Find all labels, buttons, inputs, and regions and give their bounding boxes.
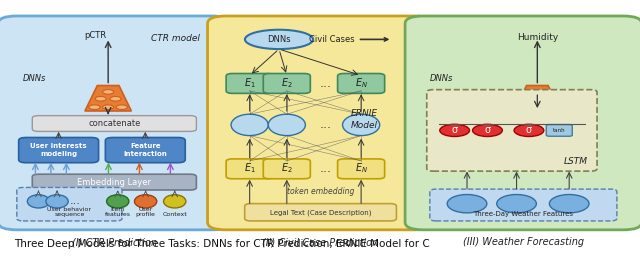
Text: Item
features: Item features: [105, 207, 131, 217]
Ellipse shape: [342, 114, 380, 136]
FancyBboxPatch shape: [207, 16, 433, 230]
FancyBboxPatch shape: [32, 174, 196, 190]
Text: ...: ...: [70, 196, 81, 206]
FancyBboxPatch shape: [226, 159, 273, 179]
Text: Legal Text (Case Description): Legal Text (Case Description): [270, 209, 371, 216]
FancyBboxPatch shape: [405, 16, 640, 230]
FancyBboxPatch shape: [244, 204, 396, 221]
FancyBboxPatch shape: [263, 159, 310, 179]
FancyBboxPatch shape: [263, 73, 310, 93]
FancyBboxPatch shape: [0, 16, 230, 230]
Ellipse shape: [134, 195, 157, 208]
Ellipse shape: [549, 195, 589, 213]
Text: ERNIE
Model: ERNIE Model: [351, 109, 378, 130]
Text: $E_2$: $E_2$: [281, 162, 292, 175]
FancyBboxPatch shape: [32, 116, 196, 131]
Text: $E_N$: $E_N$: [355, 162, 367, 175]
Ellipse shape: [231, 114, 268, 136]
Text: DNNs: DNNs: [267, 35, 291, 44]
Ellipse shape: [268, 114, 305, 136]
Text: tanh: tanh: [553, 128, 566, 133]
Circle shape: [518, 105, 529, 110]
Text: (I) CTR Prediction: (I) CTR Prediction: [72, 238, 157, 248]
FancyBboxPatch shape: [430, 189, 617, 221]
FancyBboxPatch shape: [17, 187, 122, 221]
Text: Humidity: Humidity: [516, 33, 558, 41]
Text: (III) Weather Forecasting: (III) Weather Forecasting: [463, 238, 584, 248]
Circle shape: [102, 105, 114, 110]
Text: Feature
interaction: Feature interaction: [124, 143, 167, 157]
Text: concatenate: concatenate: [88, 119, 141, 128]
Ellipse shape: [447, 195, 487, 213]
Text: Context: Context: [163, 212, 187, 217]
Text: User interests
modeling: User interests modeling: [30, 143, 87, 157]
Circle shape: [472, 124, 502, 136]
Text: Three Deep Models for Three Tasks: DNNs for CTR Prediction, ERNIE Model for C: Three Deep Models for Three Tasks: DNNs …: [13, 239, 429, 249]
Ellipse shape: [46, 195, 68, 208]
Polygon shape: [514, 86, 561, 111]
Text: σ: σ: [526, 125, 532, 135]
Ellipse shape: [497, 195, 536, 213]
Text: DNNs: DNNs: [430, 74, 453, 83]
Ellipse shape: [164, 195, 186, 208]
Text: Embedding Layer: Embedding Layer: [77, 178, 151, 187]
Text: $E_2$: $E_2$: [281, 76, 292, 90]
Circle shape: [95, 97, 106, 101]
Ellipse shape: [107, 195, 129, 208]
FancyBboxPatch shape: [547, 124, 572, 136]
Circle shape: [532, 90, 543, 94]
FancyBboxPatch shape: [19, 137, 99, 163]
Circle shape: [539, 97, 550, 101]
Text: LSTM: LSTM: [564, 157, 588, 166]
Text: pCTR: pCTR: [84, 31, 107, 40]
FancyBboxPatch shape: [106, 137, 185, 163]
Text: $E_N$: $E_N$: [355, 76, 367, 90]
Text: (II) Civil Case Prediction: (II) Civil Case Prediction: [262, 238, 379, 248]
Text: CTR model: CTR model: [150, 34, 200, 43]
Circle shape: [116, 105, 127, 110]
FancyBboxPatch shape: [427, 90, 597, 171]
Circle shape: [102, 90, 114, 94]
Text: token embedding: token embedding: [287, 187, 355, 196]
Circle shape: [440, 124, 470, 136]
Text: ...: ...: [319, 77, 332, 90]
FancyBboxPatch shape: [226, 73, 273, 93]
Text: Civil Cases: Civil Cases: [309, 35, 388, 44]
Circle shape: [110, 97, 121, 101]
Circle shape: [514, 124, 544, 136]
Circle shape: [532, 105, 543, 110]
Text: $E_1$: $E_1$: [244, 76, 255, 90]
Text: Three-Day Weather Features: Three-Day Weather Features: [474, 211, 573, 217]
Circle shape: [545, 105, 557, 110]
Ellipse shape: [245, 30, 313, 49]
Text: σ: σ: [484, 125, 490, 135]
FancyBboxPatch shape: [337, 73, 385, 93]
Polygon shape: [85, 86, 131, 111]
FancyBboxPatch shape: [337, 159, 385, 179]
Text: DNNs: DNNs: [23, 74, 46, 83]
Text: ...: ...: [319, 162, 332, 175]
Text: σ: σ: [452, 125, 458, 135]
Ellipse shape: [28, 195, 50, 208]
Text: ...: ...: [319, 118, 332, 131]
Text: User behavior
sequence: User behavior sequence: [47, 207, 92, 217]
Circle shape: [89, 105, 100, 110]
Circle shape: [524, 97, 536, 101]
Text: $E_1$: $E_1$: [244, 162, 255, 175]
Text: User
profile: User profile: [136, 207, 156, 217]
